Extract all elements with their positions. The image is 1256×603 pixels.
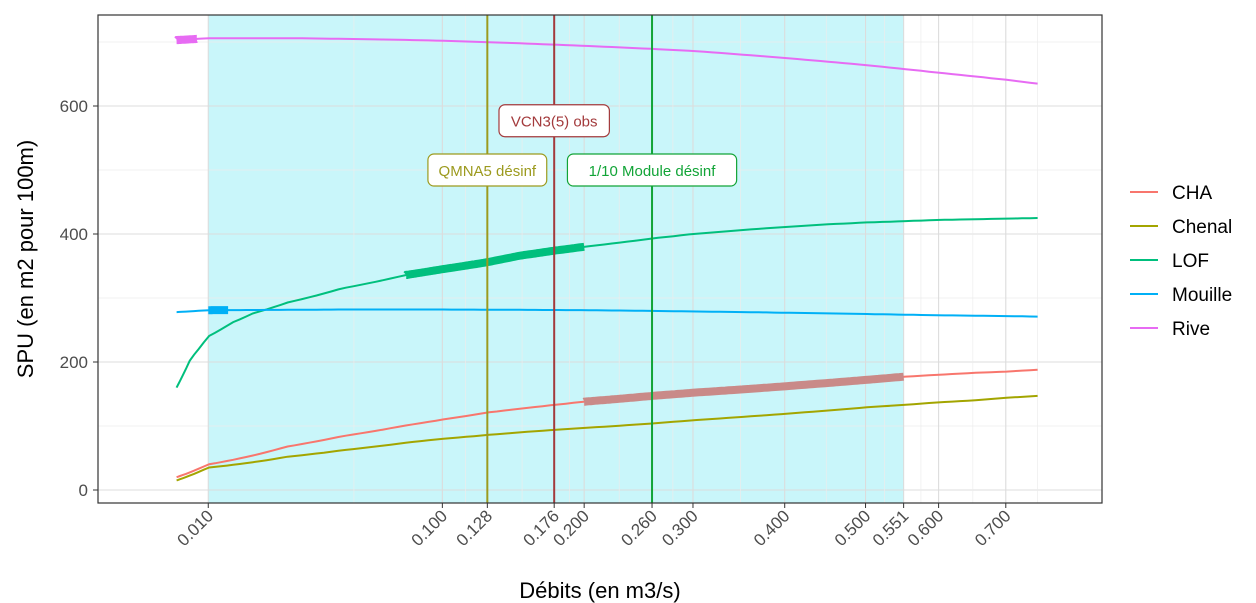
x-tick-label: 0.500 xyxy=(831,506,875,550)
legend-label-cha: CHA xyxy=(1172,183,1212,204)
legend-label-mouille: Mouille xyxy=(1172,285,1232,306)
plot-border xyxy=(97,14,1103,504)
series-layer xyxy=(174,34,1038,482)
x-tick-label: 0.400 xyxy=(750,506,794,550)
y-tick-label: 200 xyxy=(60,353,88,372)
series-line-rive xyxy=(176,37,1038,85)
y-tick-label: 400 xyxy=(60,225,88,244)
vline-layer: QMNA5 désinf VCN3(5) obs 1/10 Module désin… xyxy=(427,15,738,503)
series-highlight-lof xyxy=(403,242,585,279)
shaded-band-layer xyxy=(208,15,904,503)
reference-label-box-1 xyxy=(427,153,548,187)
series-highlight-cha xyxy=(582,372,904,406)
reference-label-1: QMNA5 désinf xyxy=(439,163,537,180)
x-tick-label: 0.551 xyxy=(869,506,913,550)
y-axis-title: SPU (en m2 pour 100m) xyxy=(13,140,38,378)
series-highlight-rive xyxy=(174,34,198,45)
series-line-mouille xyxy=(176,308,1038,318)
x-tick-label: 0.300 xyxy=(658,506,702,550)
reference-label-3: 1/10 Module désinf xyxy=(589,163,717,180)
legend-label-lof: LOF xyxy=(1172,251,1209,272)
legend-label-chenal: Chenal xyxy=(1172,217,1232,238)
y-tick-label: 600 xyxy=(60,97,88,116)
x-tick-label: 0.600 xyxy=(904,506,948,550)
y-tick-label: 0 xyxy=(79,481,88,500)
legend-label-rive: Rive xyxy=(1172,319,1210,340)
x-axis-title: Débits (en m3/s) xyxy=(519,578,680,603)
legend: CHA Chenal LOF Mouille Rive xyxy=(1130,183,1232,340)
x-tick-label: 0.700 xyxy=(971,506,1015,550)
shaded-band xyxy=(208,15,904,503)
reference-label-2: VCN3(5) obs xyxy=(511,114,598,131)
reference-label-box-2 xyxy=(498,104,610,138)
x-tick-label: 0.260 xyxy=(617,506,661,550)
x-tick-label: 0.128 xyxy=(453,506,497,550)
series-line-chenal xyxy=(176,394,1038,482)
x-tick-label: 0.010 xyxy=(174,506,218,550)
reference-label-box-3 xyxy=(566,153,738,187)
x-tick-label: 0.100 xyxy=(408,506,452,550)
